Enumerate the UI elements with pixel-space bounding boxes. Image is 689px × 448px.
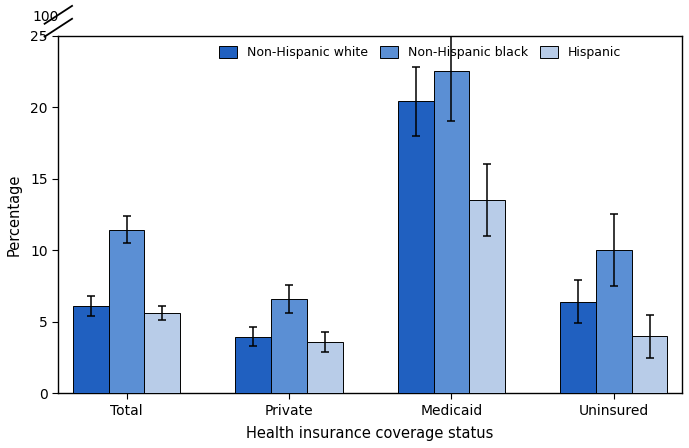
Bar	[632, 336, 668, 393]
Bar	[560, 302, 596, 393]
Text: 100: 100	[32, 10, 59, 24]
Bar	[307, 342, 342, 393]
Bar	[236, 337, 271, 393]
Bar	[469, 200, 505, 393]
Bar	[109, 230, 145, 393]
Bar	[596, 250, 632, 393]
Bar	[145, 313, 180, 393]
Legend: Non-Hispanic white, Non-Hispanic black, Hispanic: Non-Hispanic white, Non-Hispanic black, …	[216, 42, 625, 63]
Bar	[433, 71, 469, 393]
X-axis label: Health insurance coverage status: Health insurance coverage status	[247, 426, 494, 441]
Bar	[271, 299, 307, 393]
Bar	[398, 101, 433, 393]
Y-axis label: Percentage: Percentage	[7, 173, 22, 256]
Bar	[73, 306, 109, 393]
